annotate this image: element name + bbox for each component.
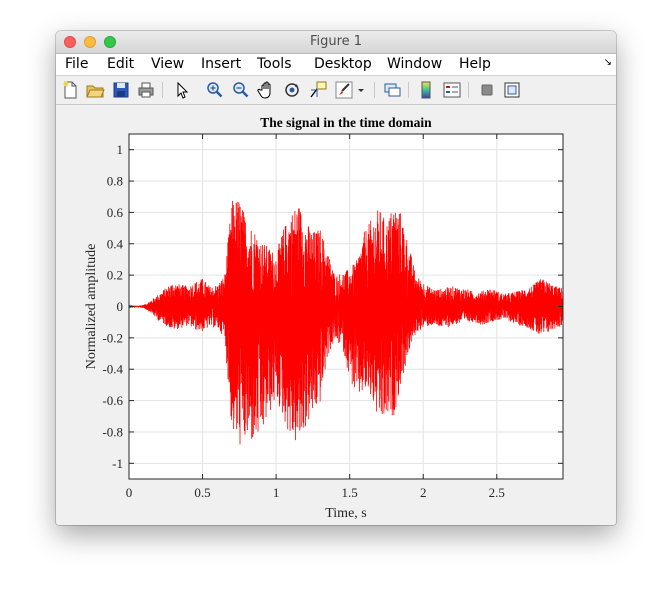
- edit-plot-arrow-icon[interactable]: [172, 80, 192, 100]
- colorbar-icon[interactable]: [416, 80, 436, 100]
- y-tick-label: 0.2: [107, 268, 123, 283]
- y-tick-label: -0.4: [102, 362, 123, 377]
- menu-help[interactable]: Help: [459, 56, 491, 72]
- y-tick-label: -0.8: [102, 424, 123, 439]
- y-tick-label: -1: [112, 456, 123, 471]
- x-tick-label: 1: [273, 485, 280, 500]
- window-title: Figure 1: [309, 34, 363, 49]
- chart-title: The signal in the time domain: [260, 115, 432, 130]
- data-cursor-icon[interactable]: [308, 80, 328, 100]
- menu-bar: File Edit View Insert Tools Desktop Wind…: [56, 54, 616, 76]
- save-icon[interactable]: [111, 80, 131, 100]
- toolbar-separator: [468, 82, 469, 98]
- maximize-button[interactable]: [104, 36, 116, 48]
- y-tick-label: -0.6: [102, 393, 123, 408]
- plot-svg: 0 0.5 1 1.5 2 2.5 -1 -0.8 -0.6 -0.4 -0.2 0 0.2 0.4 0.6…: [84, 115, 564, 521]
- x-tick-label: 2: [420, 485, 427, 500]
- y-tick-label: -0.2: [102, 330, 123, 345]
- y-axis-label: Normalized amplitude: [84, 244, 99, 370]
- legend-icon[interactable]: [442, 80, 462, 100]
- close-button[interactable]: [64, 36, 76, 48]
- y-tick-label: 0.4: [107, 236, 124, 251]
- x-tick-label: 0: [126, 485, 133, 500]
- x-tick-label: 0.5: [194, 485, 210, 500]
- menu-desktop[interactable]: Desktop: [314, 56, 372, 72]
- link-plot-icon[interactable]: [382, 80, 402, 100]
- toolbar-separator: [374, 82, 375, 98]
- figure-toolbar: [56, 76, 616, 105]
- y-tick-label: 0.8: [107, 174, 123, 189]
- x-tick-label: 1.5: [342, 485, 358, 500]
- signal-line: [128, 200, 564, 445]
- pan-hand-icon[interactable]: [257, 80, 277, 100]
- zoom-out-icon[interactable]: [231, 80, 251, 100]
- menu-file[interactable]: File: [65, 56, 89, 72]
- dock-arrow-icon[interactable]: ↘: [603, 57, 612, 68]
- menu-view[interactable]: View: [151, 56, 185, 72]
- menu-window[interactable]: Window: [387, 56, 443, 72]
- menu-edit[interactable]: Edit: [107, 56, 135, 72]
- toolbar-separator: [162, 82, 163, 98]
- brush-icon[interactable]: [334, 80, 354, 100]
- y-tick-label: 0: [117, 299, 124, 314]
- new-figure-icon[interactable]: [60, 80, 80, 100]
- zoom-in-icon[interactable]: [205, 80, 225, 100]
- toolbar-separator: [408, 82, 409, 98]
- figure-window: Figure 1 File Edit View Insert Tools Des…: [56, 31, 616, 525]
- rotate-3d-icon[interactable]: [282, 80, 302, 100]
- menu-tools[interactable]: Tools: [257, 56, 292, 72]
- y-tick-label: 0.6: [107, 205, 124, 220]
- x-axis-label: Time, s: [325, 506, 367, 521]
- hide-plot-tools-icon[interactable]: [477, 80, 497, 100]
- show-plot-tools-icon[interactable]: [502, 80, 522, 100]
- menu-insert[interactable]: Insert: [201, 56, 242, 72]
- title-bar[interactable]: Figure 1: [56, 31, 616, 54]
- figure-canvas[interactable]: 0 0.5 1 1.5 2 2.5 -1 -0.8 -0.6 -0.4 -0.2 0 0.2 0.4 0.6…: [56, 105, 616, 525]
- y-tick-label: 1: [117, 142, 124, 157]
- minimize-button[interactable]: [84, 36, 96, 48]
- x-tick-label: 2.5: [489, 485, 505, 500]
- print-icon[interactable]: [136, 80, 156, 100]
- brush-dropdown-icon[interactable]: [356, 80, 366, 100]
- open-file-icon[interactable]: [85, 80, 105, 100]
